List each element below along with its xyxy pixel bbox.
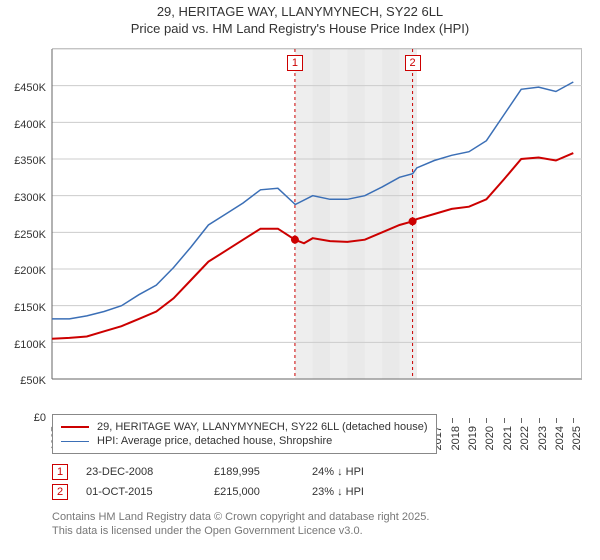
y-tick-label: £100K [0, 339, 46, 351]
y-tick-label: £400K [0, 119, 46, 131]
y-tick-label: £0 [0, 412, 46, 424]
y-tick-label: £300K [0, 192, 46, 204]
legend: 29, HERITAGE WAY, LLANYMYNECH, SY22 6LL … [52, 414, 437, 454]
y-tick-label: £150K [0, 302, 46, 314]
sale-row: 1 23-DEC-2008 £189,995 24% ↓ HPI [52, 464, 364, 480]
sale-price: £189,995 [214, 466, 294, 478]
footer-line-2: This data is licensed under the Open Gov… [52, 524, 429, 538]
sale-delta: 24% ↓ HPI [312, 466, 364, 478]
x-tick-label: 2022 [519, 426, 531, 450]
x-tick-label: 2018 [450, 426, 462, 450]
legend-swatch [61, 441, 89, 442]
sales-table: 1 23-DEC-2008 £189,995 24% ↓ HPI 2 01-OCT-201… [52, 460, 364, 504]
x-tick-label: 2021 [502, 426, 514, 450]
sale-row: 2 01-OCT-2015 £215,000 23% ↓ HPI [52, 484, 364, 500]
y-tick-label: £50K [0, 375, 46, 387]
sale-price: £215,000 [214, 486, 294, 498]
legend-swatch [61, 426, 89, 428]
x-tick [539, 418, 540, 423]
x-tick-label: 2024 [554, 426, 566, 450]
chart-title: 29, HERITAGE WAY, LLANYMYNECH, SY22 6LL [0, 0, 600, 19]
y-tick-label: £350K [0, 155, 46, 167]
y-tick-label: £250K [0, 229, 46, 241]
plot-area: 12 [52, 48, 582, 378]
y-tick-label: £450K [0, 82, 46, 94]
footer-line-1: Contains HM Land Registry data © Crown c… [52, 510, 429, 524]
x-tick [486, 418, 487, 423]
x-tick [469, 418, 470, 423]
sale-date: 01-OCT-2015 [86, 486, 196, 498]
vline-marker: 2 [405, 55, 421, 71]
footer-attribution: Contains HM Land Registry data © Crown c… [52, 510, 429, 539]
sale-marker-icon: 1 [52, 464, 68, 480]
sale-date: 23-DEC-2008 [86, 466, 196, 478]
x-tick [556, 418, 557, 423]
legend-label: HPI: Average price, detached house, Shro… [97, 435, 332, 447]
y-tick-label: £200K [0, 265, 46, 277]
x-tick [521, 418, 522, 423]
sale-marker-icon: 2 [52, 484, 68, 500]
legend-item: 29, HERITAGE WAY, LLANYMYNECH, SY22 6LL … [61, 421, 428, 433]
x-tick-label: 2025 [571, 426, 583, 450]
x-tick-label: 2020 [484, 426, 496, 450]
x-tick-label: 2019 [467, 426, 479, 450]
chart-svg [52, 49, 582, 379]
chart-subtitle: Price paid vs. HM Land Registry's House … [0, 19, 600, 40]
legend-label: 29, HERITAGE WAY, LLANYMYNECH, SY22 6LL … [97, 421, 428, 433]
x-tick [504, 418, 505, 423]
x-tick [573, 418, 574, 423]
x-tick [452, 418, 453, 423]
legend-item: HPI: Average price, detached house, Shro… [61, 435, 428, 447]
chart-container: 29, HERITAGE WAY, LLANYMYNECH, SY22 6LL … [0, 0, 600, 560]
vline-marker: 1 [287, 55, 303, 71]
sale-delta: 23% ↓ HPI [312, 486, 364, 498]
x-tick-label: 2023 [537, 426, 549, 450]
